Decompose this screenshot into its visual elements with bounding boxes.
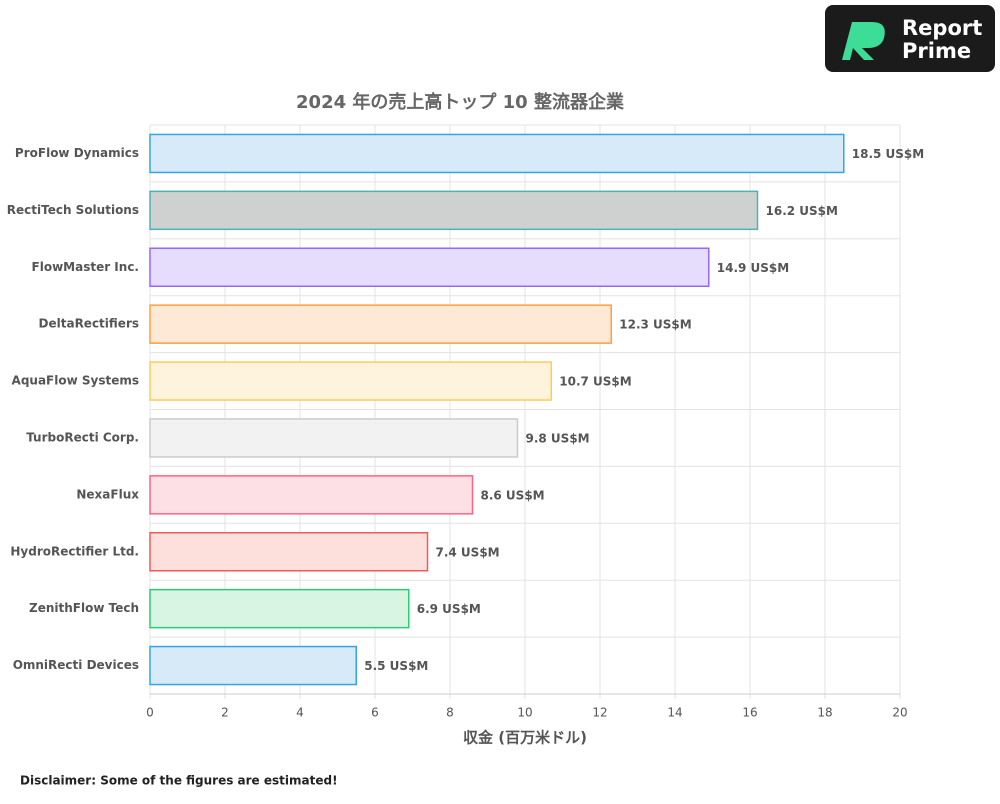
y-tick-label: OmniRecti Devices (13, 658, 139, 672)
bar (149, 588, 410, 629)
logo: Report Prime (825, 5, 995, 72)
chart-title: 2024 年の売上高トップ 10 整流器企業 (296, 91, 625, 113)
x-tick-label: 14 (667, 706, 682, 720)
logo-text: Prime (902, 39, 971, 63)
bar (149, 475, 474, 515)
value-label: 6.9 US$M (417, 602, 481, 616)
bar (149, 361, 552, 401)
disclaimer: Disclaimer: Some of the figures are esti… (20, 774, 338, 788)
value-label: 10.7 US$M (559, 375, 631, 389)
x-tick-label: 8 (446, 706, 454, 720)
value-label: 5.5 US$M (364, 659, 428, 673)
bar (149, 190, 759, 231)
bar (149, 304, 612, 344)
logo-text: Report (902, 16, 982, 40)
y-tick-label: ZenithFlow Tech (29, 601, 139, 615)
y-tick-label: TurboRecti Corp. (26, 430, 139, 444)
x-tick-label: 4 (296, 706, 304, 720)
value-label: 8.6 US$M (481, 488, 545, 502)
value-label: 14.9 US$M (717, 261, 789, 275)
bar (149, 133, 845, 174)
x-tick-label: 18 (817, 706, 832, 720)
x-axis-label: 収金 (百万米ドル) (463, 729, 587, 747)
x-tick-label: 12 (592, 706, 607, 720)
x-tick-label: 16 (742, 706, 757, 720)
bar (149, 418, 519, 458)
x-tick-label: 2 (221, 706, 229, 720)
value-label: 12.3 US$M (619, 318, 691, 332)
y-tick-label: FlowMaster Inc. (32, 260, 139, 274)
y-tick-label: NexaFlux (76, 487, 139, 501)
logo-icon (842, 22, 885, 60)
x-tick-label: 0 (146, 706, 154, 720)
x-tick-label: 6 (371, 706, 379, 720)
value-label: 16.2 US$M (766, 204, 838, 218)
y-tick-label: AquaFlow Systems (12, 374, 139, 388)
x-tick-label: 20 (892, 706, 907, 720)
y-tick-label: ProFlow Dynamics (15, 146, 139, 160)
value-label: 7.4 US$M (436, 545, 500, 559)
y-tick-label: RectiTech Solutions (7, 203, 139, 217)
bar (149, 645, 357, 686)
y-tick-label: HydroRectifier Ltd. (10, 544, 139, 558)
value-label: 9.8 US$M (526, 431, 590, 445)
bar (149, 532, 429, 572)
bar (149, 247, 710, 287)
y-tick-label: DeltaRectifiers (39, 317, 139, 331)
x-tick-label: 10 (517, 706, 532, 720)
value-label: 18.5 US$M (852, 147, 924, 161)
